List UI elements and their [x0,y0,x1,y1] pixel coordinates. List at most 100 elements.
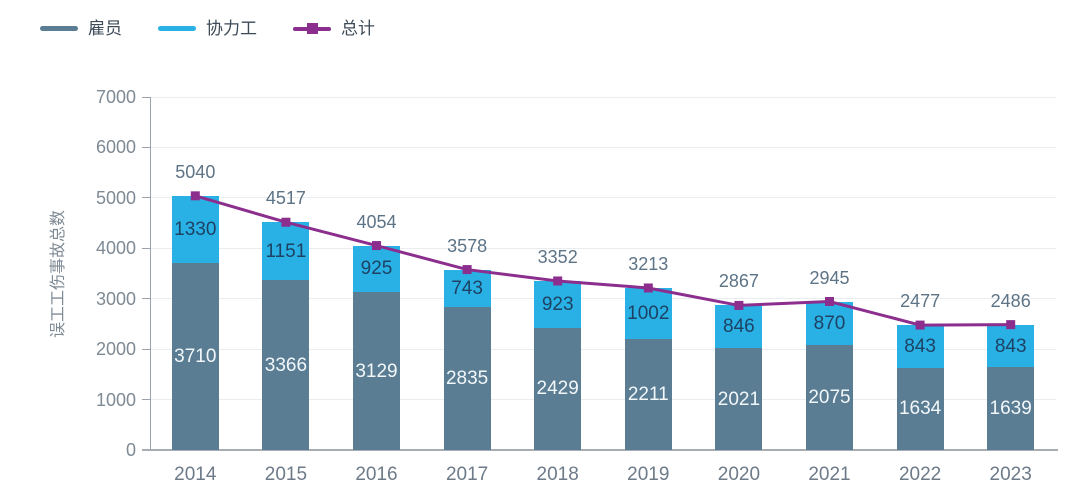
bar-label-employees: 2429 [536,378,579,400]
total-line-chart [190,191,1016,330]
x-tick-label: 2020 [717,464,761,485]
bar-label-employees: 1639 [989,398,1032,420]
bar-label-employees: 2075 [808,387,851,409]
x-axis-line [142,449,1058,451]
y-tick-label: 3000 [95,288,136,309]
y-tick-label: 0 [125,440,136,460]
legend-line-swatch-icon [40,26,78,31]
y-axis-tick [142,197,150,199]
y-tick-label: 6000 [95,137,136,158]
y-axis-line [150,97,151,450]
y-axis-tick [142,146,150,148]
y-axis-tick [142,399,150,401]
total-label: 3578 [447,235,488,256]
plot-area: 0 1000 2000 3000 4000 5000 6000 7000 3710 1330 504… [96,87,1058,485]
y-tick-label: 1000 [95,389,136,410]
y-axis-tick [142,298,150,300]
bar-label-contractors: 923 [541,293,574,315]
bar-segment-contractors: 1002 [624,288,672,339]
y-axis-tick [142,348,150,350]
legend-line-swatch-icon [158,26,196,31]
gridline [150,96,1056,98]
bar-segment-employees: 3129 [353,292,400,450]
gridline [150,197,1056,199]
bar-label-contractors: 843 [994,335,1027,357]
bar-label-contractors: 846 [723,316,755,338]
bar-segment-contractors: 870 [806,301,853,346]
line-marker [553,276,563,286]
bar-segment-contractors: 1151 [262,222,310,281]
gridline [150,298,1056,300]
bar-segment-employees: 2021 [715,348,763,450]
x-tick-label: 2023 [989,464,1032,485]
legend-item-employees: 雇员 [40,20,122,37]
total-label: 4517 [265,188,306,209]
x-tick-label: 2021 [808,464,851,485]
legend: 雇员 协力工 总计 [40,20,375,37]
line-marker [915,320,925,330]
bar-segment-contractors: 923 [534,280,582,328]
x-tick-label: 2014 [174,464,217,485]
gridline [150,146,1056,148]
bar-segment-employees: 3710 [171,262,219,450]
bar-label-employees: 1634 [898,398,942,420]
line-marker [462,265,472,275]
total-label: 2477 [900,291,941,312]
bar-label-employees: 3366 [264,354,308,376]
gridline [150,399,1056,401]
y-tick-label: 5000 [95,187,136,208]
x-tick-label: 2018 [536,464,579,485]
x-tick-label: 2017 [445,464,489,485]
y-axis-tick [142,96,150,98]
total-label: 4054 [356,211,397,232]
x-tick-label: 2015 [264,464,308,485]
bar-segment-employees: 2835 [443,307,491,450]
bar-label-contractors: 843 [904,335,936,357]
bar-segment-employees: 2429 [534,327,582,450]
x-tick-label: 2019 [627,464,670,485]
bar-label-employees: 2021 [717,388,761,410]
bar-segment-contractors: 743 [443,269,491,308]
bar-segment-contractors: 843 [987,324,1035,368]
gridline [150,247,1056,249]
y-tick-label: 7000 [95,87,136,107]
bar-label-contractors: 1002 [627,302,670,324]
line-marker [372,241,381,251]
legend-line-square-swatch-icon [293,23,331,34]
y-tick-label: 2000 [95,339,136,360]
bar-segment-employees: 1639 [987,367,1035,450]
bar-segment-employees: 2211 [624,338,672,450]
line-marker [643,283,653,293]
bar-label-contractors: 1330 [174,218,217,240]
x-tick-label: 2016 [355,464,398,485]
line-marker [1006,320,1016,330]
total-label: 3352 [537,246,578,267]
bar-label-employees: 2211 [627,383,669,405]
total-label: 5040 [175,161,216,182]
bar-label-contractors: 870 [813,312,846,334]
legend-square-marker-icon [307,23,318,34]
y-axis-tick [142,247,150,249]
line-marker [190,191,200,201]
legend-item-total: 总计 [293,20,375,37]
bar-label-employees: 3710 [174,345,217,367]
line-marker [734,300,744,310]
total-label: 3213 [628,253,669,274]
bar-segment-employees: 3366 [262,280,310,450]
bar-segment-contractors: 843 [896,325,944,368]
bar-segment-contractors: 925 [353,245,400,293]
line-marker [825,296,834,306]
legend-label: 雇员 [88,19,122,38]
total-line [194,194,1011,327]
bar-segment-contractors: 846 [715,305,763,349]
legend-label: 协力工 [206,19,257,38]
legend-label: 总计 [341,19,375,38]
gridline [150,348,1056,350]
total-label: 2867 [718,271,759,292]
bar-label-employees: 3129 [355,360,398,382]
bar-label-contractors: 1151 [265,240,307,262]
bar-segment-contractors: 1330 [171,195,219,263]
line-marker [281,217,291,227]
y-tick-label: 4000 [95,238,136,259]
